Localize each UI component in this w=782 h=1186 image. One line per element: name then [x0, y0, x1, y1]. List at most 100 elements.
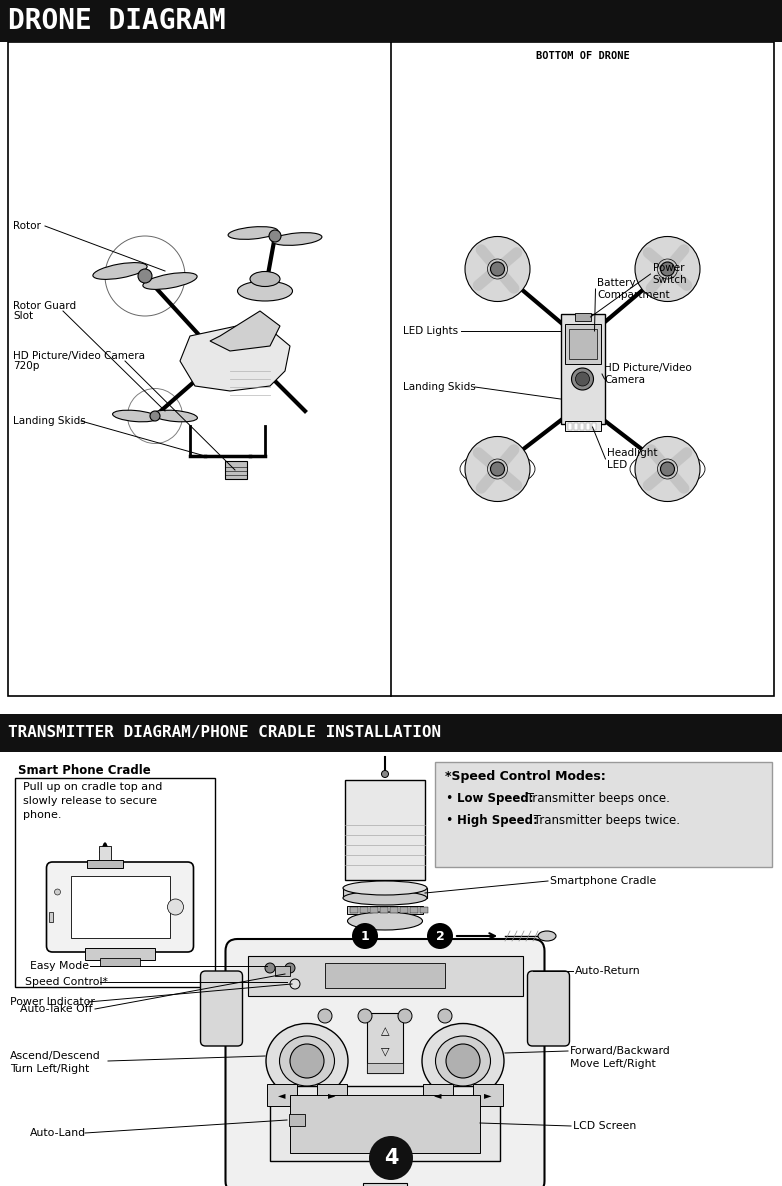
Text: 2: 2 — [436, 930, 444, 943]
Bar — [363, 1182, 407, 1186]
Text: Auto-Land: Auto-Land — [30, 1128, 86, 1139]
Bar — [325, 963, 445, 988]
Ellipse shape — [576, 372, 590, 385]
Bar — [573, 423, 577, 431]
Circle shape — [438, 1009, 452, 1024]
FancyArrowPatch shape — [479, 253, 517, 286]
Text: 1: 1 — [361, 930, 369, 943]
Text: Turn Left/Right: Turn Left/Right — [10, 1064, 89, 1075]
Bar — [85, 948, 155, 959]
FancyArrowPatch shape — [479, 453, 517, 485]
Text: △: △ — [381, 1026, 389, 1037]
Circle shape — [490, 463, 504, 476]
FancyArrowPatch shape — [651, 449, 683, 489]
Circle shape — [369, 1136, 413, 1180]
Text: Low Speed:: Low Speed: — [457, 792, 533, 805]
FancyArrowPatch shape — [648, 253, 687, 286]
Bar — [343, 888, 427, 898]
Text: LED Lights: LED Lights — [403, 326, 458, 336]
FancyArrowPatch shape — [481, 250, 514, 288]
Text: Slot: Slot — [13, 311, 33, 321]
Bar — [420, 907, 428, 913]
Text: Rotor: Rotor — [13, 221, 41, 231]
Circle shape — [285, 963, 295, 973]
Bar — [423, 1084, 453, 1107]
Bar — [360, 907, 368, 913]
Text: HD Picture/Video
Camera: HD Picture/Video Camera — [604, 363, 692, 385]
Bar — [270, 1086, 500, 1161]
Text: *Speed Control Modes:: *Speed Control Modes: — [445, 770, 606, 783]
Bar — [350, 907, 358, 913]
Circle shape — [358, 1009, 372, 1024]
Bar — [568, 423, 572, 431]
Circle shape — [427, 923, 453, 949]
Text: Transmitter beeps twice.: Transmitter beeps twice. — [530, 814, 680, 827]
Text: Pull up on cradle top and
slowly release to secure
phone.: Pull up on cradle top and slowly release… — [23, 782, 163, 820]
Bar — [591, 423, 596, 431]
Circle shape — [446, 1044, 480, 1078]
Bar — [290, 1095, 480, 1153]
Bar — [317, 1084, 347, 1107]
Polygon shape — [210, 311, 280, 351]
Circle shape — [265, 963, 275, 973]
Bar — [225, 461, 247, 479]
Text: ►: ► — [328, 1090, 335, 1099]
Ellipse shape — [572, 368, 594, 390]
Text: Move Left/Right: Move Left/Right — [570, 1059, 656, 1069]
Text: Forward/Backward: Forward/Backward — [570, 1046, 671, 1056]
Text: Landing Skids: Landing Skids — [13, 416, 86, 426]
Text: Auto-Take Off: Auto-Take Off — [20, 1005, 92, 1014]
Circle shape — [269, 230, 281, 242]
Bar — [0, 714, 782, 752]
Bar — [345, 780, 425, 880]
Polygon shape — [180, 321, 290, 391]
Text: Transmitter beeps once.: Transmitter beeps once. — [523, 792, 670, 805]
Text: ►: ► — [484, 1090, 492, 1099]
Text: LCD Screen: LCD Screen — [573, 1121, 637, 1131]
Ellipse shape — [465, 436, 530, 502]
Bar — [579, 423, 583, 431]
Ellipse shape — [228, 227, 278, 240]
Bar — [15, 778, 215, 987]
Ellipse shape — [143, 273, 197, 289]
Text: Headlight
LED: Headlight LED — [608, 448, 658, 470]
Text: Ascend/Descend: Ascend/Descend — [10, 1051, 101, 1061]
Text: Auto-Return: Auto-Return — [575, 967, 640, 976]
FancyArrowPatch shape — [651, 250, 683, 288]
Text: Easy Mode: Easy Mode — [30, 961, 89, 971]
Ellipse shape — [238, 281, 292, 301]
Ellipse shape — [250, 272, 280, 287]
Bar — [99, 846, 111, 860]
Bar — [561, 314, 604, 425]
Text: Speed Control*: Speed Control* — [25, 977, 108, 987]
Ellipse shape — [93, 262, 147, 280]
Text: ◄: ◄ — [278, 1090, 285, 1099]
Bar — [390, 907, 398, 913]
Text: BOTTOM OF DRONE: BOTTOM OF DRONE — [536, 51, 630, 60]
Text: Landing Skids: Landing Skids — [403, 382, 475, 393]
Bar — [347, 906, 423, 914]
FancyBboxPatch shape — [225, 939, 544, 1186]
Text: Rotor Guard: Rotor Guard — [13, 301, 76, 311]
Bar — [275, 967, 290, 976]
Ellipse shape — [635, 436, 700, 502]
Bar — [0, 0, 782, 42]
Circle shape — [55, 890, 60, 895]
Ellipse shape — [422, 1024, 504, 1098]
Text: HD Picture/Video Camera: HD Picture/Video Camera — [13, 351, 145, 361]
Bar — [100, 958, 140, 967]
Text: Power Indicator: Power Indicator — [10, 997, 95, 1007]
Ellipse shape — [436, 1037, 490, 1086]
Bar — [370, 907, 378, 913]
Circle shape — [490, 262, 504, 276]
Bar — [247, 956, 522, 996]
Text: High Speed:: High Speed: — [457, 814, 538, 827]
FancyArrowPatch shape — [648, 453, 687, 485]
Circle shape — [150, 412, 160, 421]
Bar — [569, 329, 597, 359]
FancyArrowPatch shape — [481, 449, 514, 489]
Ellipse shape — [272, 232, 322, 246]
Bar — [586, 423, 590, 431]
Ellipse shape — [343, 881, 427, 895]
Bar — [400, 907, 408, 913]
